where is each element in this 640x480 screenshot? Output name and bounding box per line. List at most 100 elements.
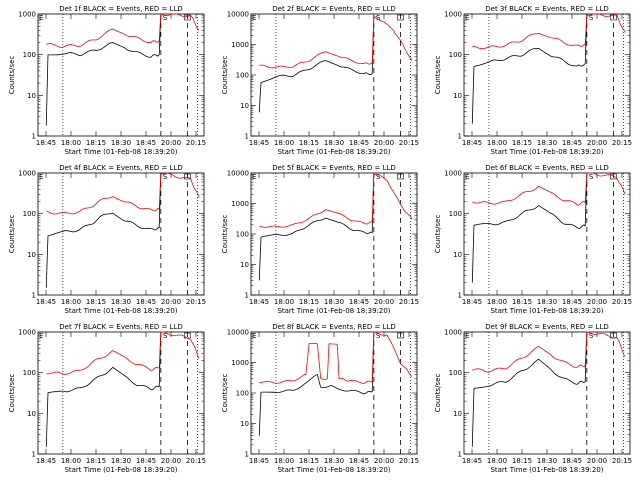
s-marker: S [589,173,594,181]
y-tick-label: 10 [240,420,249,428]
y-tick-label: 10 [453,251,462,259]
x-tick-label: 18:15 [512,457,532,465]
chart-title: Det 5f BLACK = Events, RED = LLD [272,164,395,172]
chart-title: Det 9f BLACK = Events, RED = LLD [485,323,608,331]
x-tick-label: 18:45 [562,457,582,465]
events-series-line [45,331,162,447]
x-tick-label: 20:15 [186,139,206,147]
x-tick-label: 20:00 [161,457,181,465]
y-tick-label: 1000 [18,11,36,19]
x-tick-label: 18:45 [136,298,156,306]
s-marker: S [376,332,381,340]
x-axis-label: Start Time (01-Feb-08 18:39:20) [64,466,177,474]
lld-series-line [259,173,413,228]
x-tick-label: 18:45 [249,139,269,147]
panel-det-9: Det 9f BLACK = Events, RED = LLD 1 10 100 10… [434,323,632,474]
x-tick-label: 18:45 [462,139,482,147]
y-axis-label: Counts/sec [434,56,442,95]
x-tick-label: 18:45 [462,457,482,465]
panel-det-1: Det 1f BLACK = Events, RED = LLD 1 10 100 10… [8,5,206,156]
y-tick-label: 1000 [18,170,36,178]
y-tick-label: 1 [245,292,249,300]
panel-det-7: Det 7f BLACK = Events, RED = LLD 1 10 100 10… [8,323,206,474]
y-tick-label: 100 [236,231,249,239]
x-tick-label: 20:00 [374,139,394,147]
x-tick-label: 20:00 [374,457,394,465]
events-series-line [45,172,162,288]
x-tick-label: 18:45 [249,298,269,306]
e-marker: E [39,173,43,181]
y-axis-label: Counts/sec [8,374,16,413]
x-tick-label: 20:15 [186,298,206,306]
x-tick-label: 18:30 [537,298,557,306]
x-tick-label: 18:15 [512,139,532,147]
lld-series-line [46,13,200,48]
y-tick-label: 1000 [18,329,36,337]
chart-title: Det 4f BLACK = Events, RED = LLD [59,164,182,172]
y-tick-label: 10 [240,102,249,110]
lld-series-line [472,172,626,206]
y-tick-label: 100 [23,210,36,218]
y-tick-label: 10 [240,261,249,269]
x-tick-label: 18:45 [349,457,369,465]
x-tick-label: 18:45 [349,298,369,306]
x-tick-label: 20:00 [587,457,607,465]
x-tick-label: 18:45 [136,139,156,147]
x-axis-label: Start Time (01-Feb-08 18:39:20) [490,148,603,156]
y-tick-label: 100 [449,369,462,377]
x-tick-label: 20:00 [587,139,607,147]
lld-series-line [46,172,200,215]
box-marker [397,332,404,339]
y-tick-label: 10000 [227,11,249,19]
x-tick-label: 20:15 [612,139,632,147]
y-tick-label: 100 [236,72,249,80]
x-tick-label: 18:00 [487,139,507,147]
box-marker [184,173,191,180]
x-tick-label: 18:45 [349,139,369,147]
x-tick-label: 18:00 [61,298,81,306]
y-tick-label: 1000 [231,200,249,208]
y-axis-label: Counts/sec [8,215,16,254]
panel-det-2: Det 2f BLACK = Events, RED = LLD 1 10 100 10… [221,5,419,156]
e-marker: E [39,332,43,340]
y-tick-label: 100 [23,369,36,377]
x-tick-label: 18:00 [487,457,507,465]
x-tick-label: 18:45 [36,457,56,465]
x-tick-label: 20:00 [161,139,181,147]
x-tick-label: 18:30 [111,139,131,147]
x-tick-label: 18:45 [249,457,269,465]
x-tick-label: 18:30 [537,457,557,465]
e-marker: E [465,332,469,340]
box-marker [610,173,617,180]
s-marker: S [376,14,381,22]
y-tick-label: 1 [32,133,36,141]
box-marker [184,14,191,21]
panel-det-8: Det 8f BLACK = Events, RED = LLD 1 10 100 10… [221,323,419,474]
y-tick-label: 1 [245,133,249,141]
s-marker: S [163,14,168,22]
x-tick-label: 18:30 [111,457,131,465]
events-series-line [471,331,588,447]
y-tick-label: 10000 [227,329,249,337]
x-tick-label: 18:30 [324,457,344,465]
lld-series-line [259,331,413,384]
y-tick-label: 1 [458,451,462,459]
x-tick-label: 18:15 [299,298,319,306]
x-tick-label: 18:30 [111,298,131,306]
x-axis-label: Start Time (01-Feb-08 18:39:20) [277,148,390,156]
x-axis-label: Start Time (01-Feb-08 18:39:20) [64,148,177,156]
x-tick-label: 18:00 [274,457,294,465]
x-axis-label: Start Time (01-Feb-08 18:39:20) [490,466,603,474]
s-marker: S [163,173,168,181]
y-tick-label: 10 [27,410,36,418]
x-tick-label: 18:15 [512,298,532,306]
s-marker: S [589,14,594,22]
chart-title: Det 8f BLACK = Events, RED = LLD [272,323,395,331]
x-tick-label: 18:15 [86,457,106,465]
x-tick-label: 18:45 [36,298,56,306]
x-axis-label: Start Time (01-Feb-08 18:39:20) [64,307,177,315]
s-marker: S [376,173,381,181]
chart-title: Det 7f BLACK = Events, RED = LLD [59,323,182,331]
y-tick-label: 10 [453,410,462,418]
y-tick-label: 10000 [227,170,249,178]
